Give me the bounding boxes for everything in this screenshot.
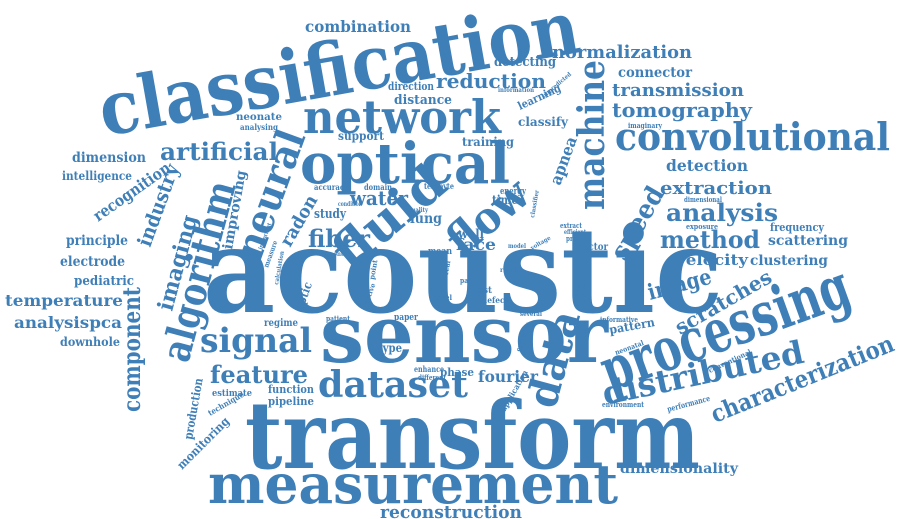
- word-connector: connector: [618, 65, 693, 81]
- word-combination: combination: [305, 17, 411, 36]
- word-direction: direction: [388, 80, 434, 93]
- word-efficient: efficient: [564, 229, 586, 236]
- word-downhole: downhole: [60, 335, 120, 349]
- word-novel: novel: [432, 293, 452, 302]
- word-pipe: pipe: [571, 264, 591, 300]
- word-transform: transform: [245, 381, 700, 491]
- word-tomography: tomography: [612, 98, 753, 122]
- word-signal: signal: [200, 321, 312, 361]
- word-mean: mean: [428, 247, 452, 257]
- word-neonate: neonate: [236, 112, 282, 123]
- word-extraction: extraction: [660, 178, 772, 199]
- word-detecting: detecting: [494, 55, 556, 70]
- word-transmission: transmission: [612, 80, 744, 101]
- word-training: training: [462, 135, 515, 149]
- word-present: present: [566, 234, 591, 243]
- word-control: control: [330, 251, 353, 258]
- word-production: production: [181, 377, 206, 441]
- word-real: real: [441, 260, 452, 276]
- word-quality: quality: [408, 207, 428, 214]
- word-analysis: analysis: [666, 198, 778, 227]
- word-network: network: [303, 90, 502, 144]
- word-energy: energy: [500, 187, 527, 197]
- word-face: face: [456, 235, 496, 254]
- word-accuracy: accuracy: [314, 182, 348, 192]
- word-support: support: [338, 129, 384, 143]
- word-classifier: classifier: [529, 189, 541, 219]
- word-pediatric: pediatric: [74, 274, 134, 289]
- word-environment: environment: [602, 400, 645, 409]
- word-distance: distance: [394, 93, 452, 108]
- word-type: type: [378, 341, 402, 355]
- word-time: time: [492, 193, 518, 207]
- word-exposure: exposure: [686, 222, 718, 231]
- word-method: method: [660, 225, 760, 254]
- word-result: result: [500, 267, 520, 274]
- word-patient: patient: [326, 314, 351, 323]
- word-temperature: temperature: [5, 291, 123, 310]
- word-fast: fast: [474, 286, 493, 296]
- word-condition: condition: [338, 201, 362, 208]
- word-dimension: dimension: [72, 150, 146, 166]
- word-estimate: estimate: [212, 389, 252, 399]
- word-reconstruction: reconstruction: [380, 502, 522, 519]
- word-extract: extract: [560, 221, 583, 230]
- word-imaginary: imaginary: [628, 121, 663, 130]
- word-convolutional: convolutional: [615, 114, 890, 159]
- word-part: part: [460, 276, 475, 285]
- word-intelligence: intelligence: [62, 169, 132, 183]
- word-dimensional: dimensional: [684, 195, 722, 204]
- word-information: information: [498, 87, 535, 94]
- word-domain: domain: [364, 182, 392, 192]
- word-frequency: frequency: [770, 221, 825, 234]
- word-water: water: [349, 186, 408, 210]
- word-clustering: clustering: [750, 253, 828, 269]
- word-machine: machine: [571, 60, 613, 210]
- word-terabyte: terabyte: [424, 181, 454, 191]
- word-regime: regime: [264, 318, 298, 329]
- word-defect: defect: [482, 295, 508, 305]
- word-fiber: fiber: [308, 224, 370, 253]
- word-point: point: [367, 258, 379, 280]
- word-analysing: analysing: [240, 122, 278, 132]
- word-detection: detection: [666, 156, 748, 175]
- word-classify: classify: [518, 115, 569, 129]
- word-vector: vector: [577, 242, 608, 253]
- word-dimensionality: dimensionality: [620, 461, 739, 477]
- word-fourier: fourier: [478, 367, 539, 386]
- word-feature: feature: [210, 360, 308, 389]
- word-informative: informative: [600, 315, 638, 324]
- word-scattering: scattering: [768, 233, 848, 249]
- word-wear: wear: [393, 279, 403, 298]
- word-optical: optical: [300, 131, 510, 197]
- word-function: function: [268, 383, 314, 396]
- word-sensor: sensor: [320, 287, 609, 381]
- word-electrode: electrode: [60, 254, 125, 270]
- word-paper: paper: [394, 313, 418, 323]
- word-analysispca: analysispca: [14, 313, 122, 332]
- word-principle: principle: [66, 233, 128, 249]
- word-study: study: [314, 207, 346, 222]
- word-reduction: reduction: [436, 69, 546, 93]
- word-phase: phase: [440, 366, 474, 379]
- word-component: component: [117, 287, 146, 412]
- word-pipeline: pipeline: [268, 395, 314, 408]
- word-several: several: [520, 311, 543, 318]
- word-velocity: velocity: [675, 251, 750, 269]
- word-enhance: enhance: [414, 364, 444, 374]
- word-different: different: [418, 373, 447, 382]
- word-dataset: dataset: [318, 364, 468, 406]
- word-lung: lung: [410, 211, 442, 227]
- word-model: model: [508, 243, 527, 250]
- word-normalization: normalization: [552, 42, 692, 63]
- word-acoustic: acoustic: [203, 201, 723, 340]
- word-measurement: measurement: [208, 452, 618, 516]
- word-artificial: artificial: [160, 137, 278, 166]
- word-well: well: [457, 227, 484, 241]
